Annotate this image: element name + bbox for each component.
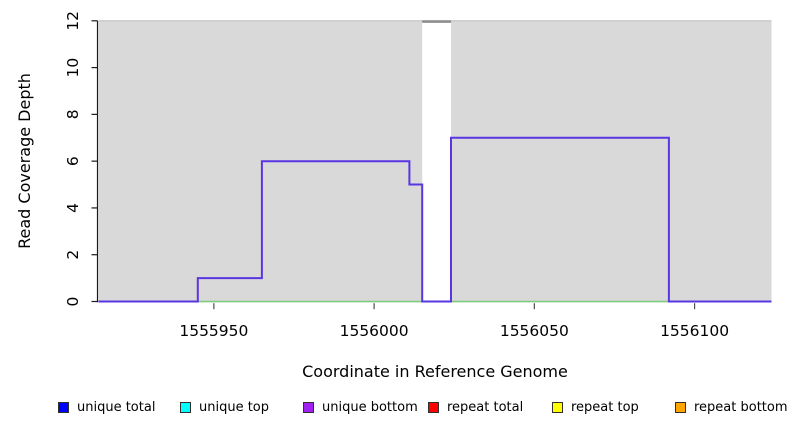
y-axis-title: Read Coverage Depth [15,73,34,249]
legend-label: repeat total [447,399,524,415]
legend-item-unique-total: unique total [58,398,155,416]
legend: unique total unique top unique bottom repea… [0,398,792,420]
legend-swatch-repeat-bottom [675,401,686,413]
legend-swatch-unique-bottom [303,401,314,413]
y-tick-label: 6 [64,156,82,166]
legend-swatch-unique-top [180,401,191,413]
legend-label: unique top [199,399,270,415]
data-series-layer [98,136,772,303]
plot-panel-right [451,20,772,303]
legend-label: repeat bottom [694,399,788,415]
legend-item-unique-top: unique top [180,398,269,416]
y-tick-label: 2 [64,250,82,260]
y-tick-label: 10 [64,58,82,78]
x-tick-label: 1556000 [340,322,409,340]
legend-item-unique-bottom: unique bottom [303,398,418,416]
legend-label: unique total [77,399,156,415]
x-axis-title: Coordinate in Reference Genome [302,362,568,381]
x-tick-label: 1556050 [500,322,569,340]
legend-swatch-repeat-top [552,401,563,413]
legend-label: unique bottom [322,399,418,415]
legend-item-repeat-total: repeat total [428,398,523,416]
y-tick-label: 4 [64,203,82,213]
legend-item-repeat-bottom: repeat bottom [675,398,788,416]
plot-panel-layer [98,20,772,303]
series-unique-coverage-step [98,136,772,303]
legend-swatch-unique-total [58,401,69,413]
y-tick-label: 0 [64,297,82,307]
y-tick-label: 8 [64,109,82,119]
axes-layer: 0 2 4 6 8 10 12 1555950 1556000 1556050 1556100 [64,11,729,340]
legend-swatch-repeat-total [428,401,439,413]
legend-label: repeat top [571,399,639,415]
x-tick-label: 1556100 [660,322,729,340]
legend-item-repeat-top: repeat top [552,398,639,416]
y-tick-label: 12 [64,11,82,31]
x-tick-label: 1555950 [179,322,248,340]
